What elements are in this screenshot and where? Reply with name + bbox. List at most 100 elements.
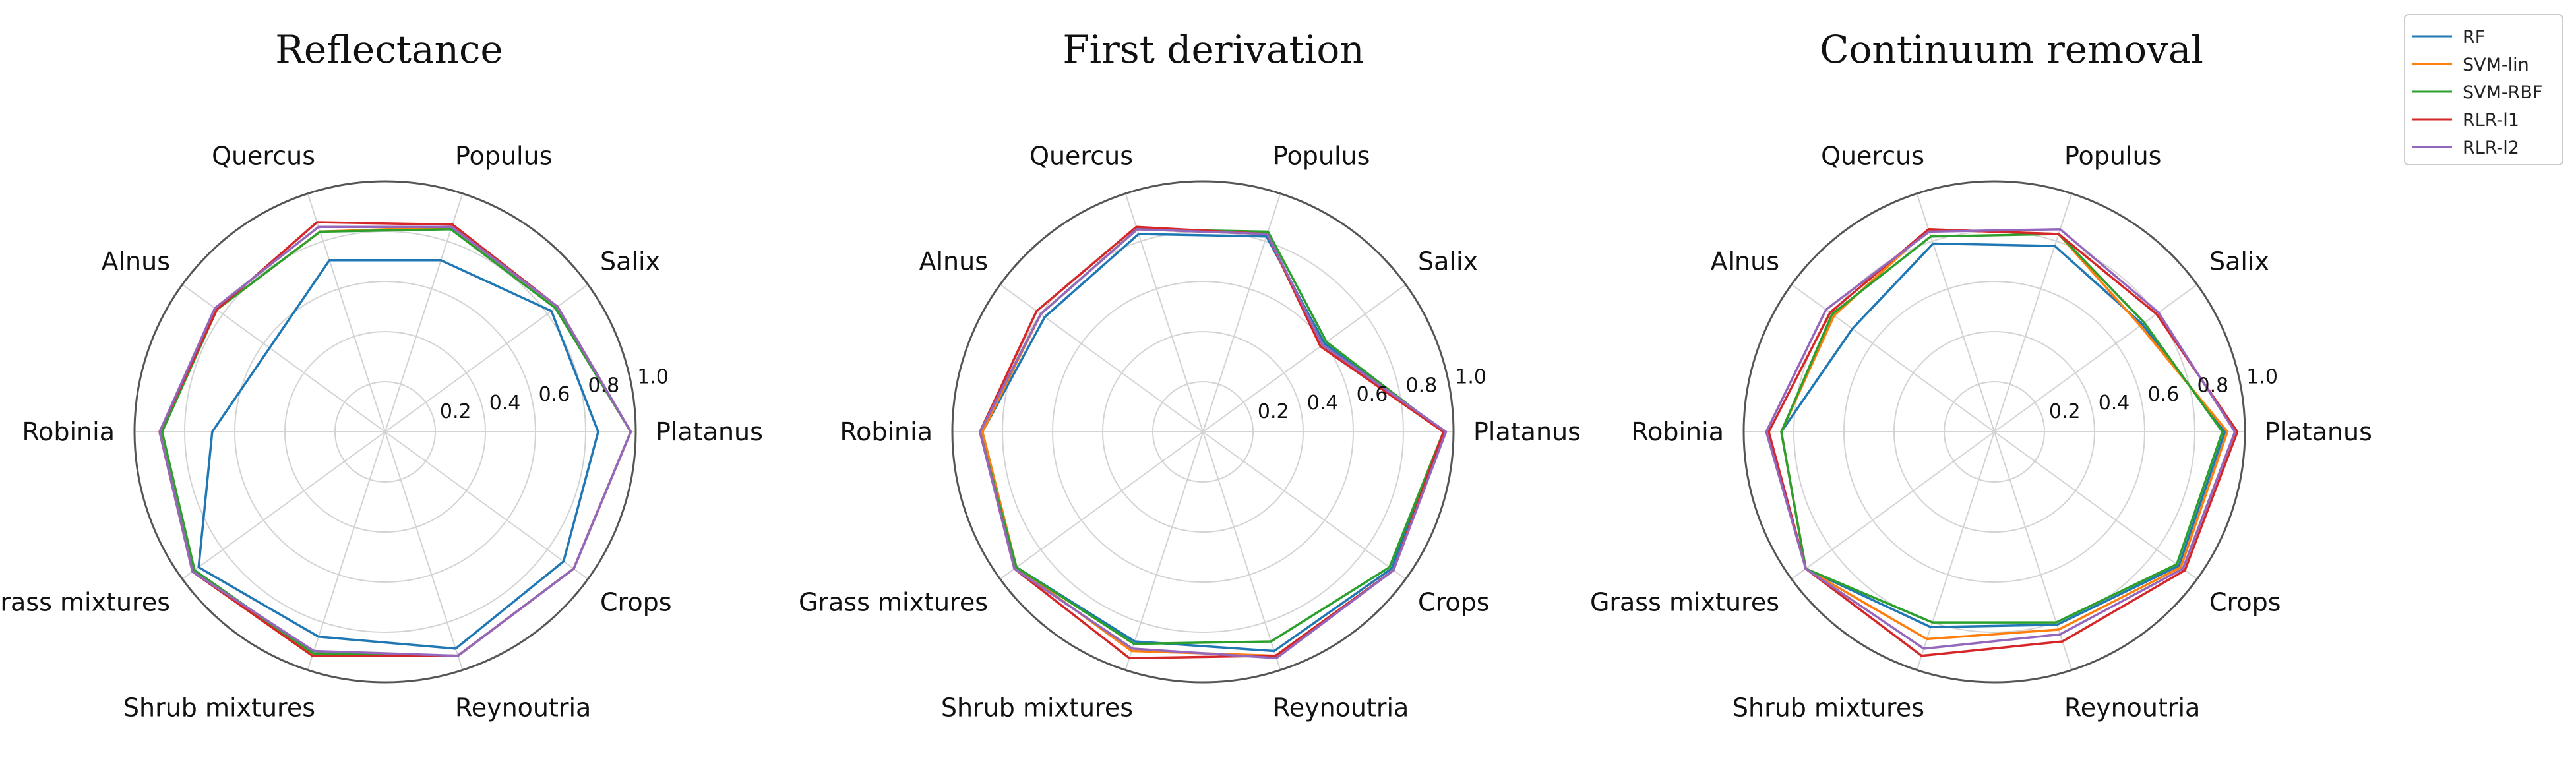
- series-line-rf: [197, 259, 599, 650]
- category-label-robinia: Robinia: [22, 417, 115, 446]
- category-label-populus: Populus: [455, 142, 552, 171]
- category-label-salix: Salix: [2209, 247, 2269, 276]
- spoke-gridline: [384, 431, 464, 670]
- radial-tick-label: 0.8: [1406, 374, 1438, 398]
- category-label-robinia: Robinia: [840, 417, 933, 446]
- spoke-gridline: [1916, 193, 1995, 432]
- category-label-platanus: Platanus: [1473, 417, 1581, 446]
- spoke-gridline: [1994, 431, 2198, 580]
- category-label-quercus: Quercus: [1821, 142, 1924, 171]
- spoke-gridline: [1994, 283, 2198, 432]
- category-label-shrub-mixtures: Shrub mixtures: [941, 694, 1133, 723]
- spoke-gridline: [384, 193, 464, 432]
- radar-frame: [951, 180, 1455, 684]
- spoke-gridline: [307, 431, 386, 670]
- category-label-crops: Crops: [600, 588, 672, 617]
- panel-title: Continuum removal: [1820, 27, 2203, 72]
- panel-title: Reflectance: [275, 27, 503, 72]
- category-label-populus: Populus: [1273, 142, 1370, 171]
- spoke-gridline: [1791, 431, 1995, 580]
- radial-tick-label: 1.0: [637, 366, 669, 389]
- legend-entry: RF: [2412, 27, 2485, 47]
- category-label-grass-mixtures: Grass mixtures: [799, 588, 988, 617]
- radar-panel-continuum-removal: Continuum removal 0.2 0.4 0.6 0.8 1.0 Platanu…: [1590, 27, 2372, 723]
- radial-tick-label: 1.0: [2246, 366, 2278, 389]
- category-label-shrub-mixtures: Shrub mixtures: [1733, 694, 1924, 723]
- category-label-shrub-mixtures: Shrub mixtures: [123, 694, 315, 723]
- legend-frame: [2404, 14, 2563, 165]
- category-label-reynoutria: Reynoutria: [1273, 694, 1409, 723]
- radial-tick-label: 0.6: [539, 383, 570, 406]
- radial-tick-label: 0.4: [1307, 392, 1339, 415]
- spoke-gridline: [181, 431, 386, 580]
- legend-label: SVM-RBF: [2463, 82, 2542, 103]
- series-line-rlr-l2: [979, 228, 1448, 660]
- radial-tick-label: 0.4: [489, 392, 521, 415]
- legend-entry: RLR-l1: [2412, 110, 2519, 131]
- category-label-crops: Crops: [2209, 588, 2281, 617]
- spoke-gridline: [1202, 193, 1281, 432]
- series-line-rlr-l1: [1767, 228, 2239, 657]
- series-line-rf: [981, 233, 1445, 653]
- spoke-gridline: [1791, 283, 1995, 432]
- legend-label: RLR-l1: [2463, 110, 2519, 131]
- radial-tick-label: 0.8: [588, 374, 620, 398]
- spoke-gridline: [307, 193, 386, 432]
- spoke-gridline: [181, 283, 386, 432]
- spoke-gridline: [1202, 283, 1407, 432]
- category-label-crops: Crops: [1418, 588, 1490, 617]
- radar-panel-reflectance: Reflectance 0.2 0.4 0.6 0.8 1.0 Platanus Salix…: [0, 27, 763, 723]
- legend: RF SVM-lin SVM-RBF RLR-l1 RLR-l2: [2404, 14, 2563, 165]
- legend-label: SVM-lin: [2463, 55, 2529, 75]
- spoke-gridline: [999, 431, 1204, 580]
- spoke-gridline: [384, 283, 589, 432]
- radial-tick-label: 0.4: [2099, 392, 2130, 415]
- legend-label: RLR-l2: [2463, 138, 2519, 158]
- category-label-reynoutria: Reynoutria: [2064, 694, 2200, 723]
- radial-tick-label: 1.0: [1455, 366, 1487, 389]
- radar-frame: [133, 180, 637, 684]
- series-line-svm-lin: [158, 225, 632, 657]
- spoke-gridline: [1202, 431, 1281, 670]
- series-line-rlr-l2: [158, 225, 632, 657]
- category-label-platanus: Platanus: [656, 417, 763, 446]
- category-label-robinia: Robinia: [1631, 417, 1724, 446]
- radial-tick-label: 0.2: [1258, 400, 1289, 423]
- category-label-salix: Salix: [1418, 247, 1478, 276]
- legend-entry: SVM-RBF: [2412, 82, 2542, 103]
- radial-tick-label: 0.8: [2197, 374, 2229, 398]
- series-line-svm-lin: [1780, 228, 2229, 641]
- category-label-grass-mixtures: Grass mixtures: [0, 588, 170, 617]
- radial-tick-label: 0.2: [2049, 400, 2081, 423]
- panel-title: First derivation: [1062, 27, 1364, 72]
- series-line-rlr-l2: [1765, 228, 2236, 650]
- series-line-svm-lin: [981, 228, 1445, 657]
- radar-grid: [951, 180, 1455, 684]
- category-label-grass-mixtures: Grass mixtures: [1590, 588, 1779, 617]
- radar-grid: [1742, 180, 2246, 684]
- category-label-reynoutria: Reynoutria: [455, 694, 591, 723]
- legend-entry: RLR-l2: [2412, 138, 2519, 158]
- spoke-gridline: [384, 431, 589, 580]
- category-label-quercus: Quercus: [1029, 142, 1133, 171]
- spoke-gridline: [1124, 431, 1204, 670]
- radar-grid: [133, 180, 637, 684]
- legend-entry: SVM-lin: [2412, 55, 2529, 75]
- spoke-gridline: [1916, 431, 1995, 670]
- category-label-populus: Populus: [2064, 142, 2161, 171]
- spoke-gridline: [999, 283, 1204, 432]
- radial-tick-label: 0.6: [2148, 383, 2180, 406]
- category-label-alnus: Alnus: [1710, 247, 1779, 276]
- category-label-quercus: Quercus: [212, 142, 315, 171]
- category-label-platanus: Platanus: [2265, 417, 2372, 446]
- spoke-gridline: [1202, 431, 1407, 580]
- category-label-salix: Salix: [600, 247, 660, 276]
- radar-frame: [1742, 180, 2246, 684]
- category-label-alnus: Alnus: [919, 247, 988, 276]
- radial-tick-label: 0.2: [440, 400, 472, 423]
- legend-label: RF: [2463, 27, 2485, 47]
- series-line-svm-rbf: [1780, 233, 2224, 624]
- category-label-alnus: Alnus: [101, 247, 170, 276]
- radar-panel-first-derivation: First derivation 0.2 0.4 0.6 0.8 1.0 Platanus…: [799, 27, 1581, 723]
